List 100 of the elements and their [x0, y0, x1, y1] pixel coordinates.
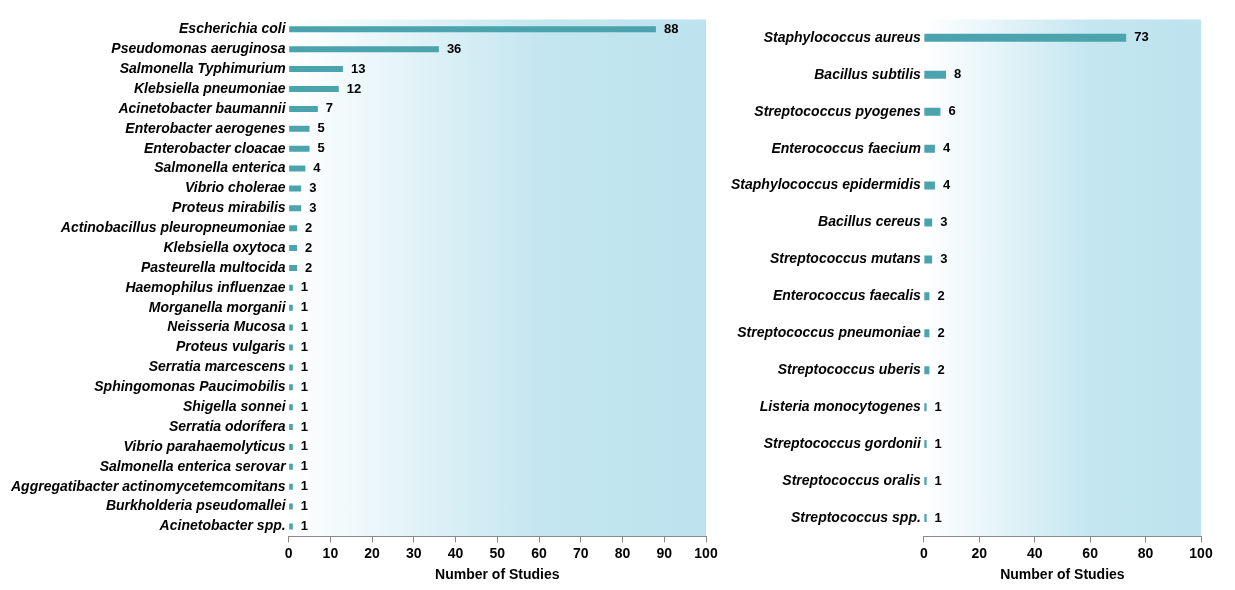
x-tick-label: 10	[322, 544, 339, 561]
y-tick-label: Pasteurella multocida	[140, 258, 286, 275]
y-tick-label: Escherichia coli	[179, 20, 287, 37]
y-tick-label: Shigella sonnei	[182, 398, 287, 415]
y-tick-label: Staphylococcus aureus	[763, 28, 922, 45]
x-tick-label: 70	[573, 544, 589, 561]
bar	[289, 523, 293, 530]
y-tick-label: Bacillus cereus	[818, 213, 922, 230]
data-label: 1	[934, 472, 942, 488]
y-tick-label: Neisseria Mucosa	[167, 318, 286, 335]
y-tick-label: Acinetobacter baumannii	[117, 99, 287, 116]
y-tick-label: Salmonella Typhimurium	[119, 59, 286, 76]
x-tick-label: 100	[694, 544, 718, 561]
data-label: 1	[934, 398, 942, 414]
bar	[289, 26, 656, 33]
data-label: 13	[350, 60, 366, 76]
bar	[924, 70, 947, 79]
bar	[289, 245, 297, 252]
data-label: 1	[300, 458, 309, 474]
bar	[924, 403, 927, 412]
y-tick-label: Streptococcus pyogenes	[754, 102, 922, 119]
y-tick-label: Sphingomonas Paucimobilis	[94, 378, 286, 395]
bar	[289, 264, 297, 271]
y-tick-label: Streptococcus oralis	[782, 471, 922, 488]
x-tick-label: 40	[447, 544, 464, 561]
x-tick-label: 20	[364, 544, 381, 561]
bar	[289, 105, 318, 112]
y-tick-label: Klebsiella oxytoca	[163, 238, 286, 255]
x-tick-label: 40	[1026, 544, 1043, 561]
x-tick-label: 30	[406, 544, 422, 561]
x-tick-label: 0	[284, 544, 293, 561]
bar	[289, 463, 293, 470]
y-tick-label: Klebsiella pneumoniae	[133, 79, 286, 96]
data-label: 88	[663, 20, 679, 36]
bar	[924, 366, 930, 375]
y-tick-label: Haemophilus influenzae	[125, 278, 286, 295]
bar	[924, 292, 930, 301]
data-label: 1	[300, 339, 309, 355]
bar	[289, 66, 343, 73]
y-tick-label: Proteus vulgaris	[175, 338, 286, 355]
bar	[289, 503, 293, 510]
y-tick-label: Aggregatibacter actinomycetemcomitans	[10, 477, 286, 494]
y-tick-label: Vibrio cholerae	[185, 179, 286, 196]
y-tick-label: Bacillus subtilis	[814, 65, 922, 82]
y-tick-label: Streptococcus mutans	[769, 250, 922, 267]
x-axis-title: Number of Studies	[1000, 566, 1125, 583]
data-label: 1	[934, 509, 942, 525]
data-label: 3	[940, 214, 948, 230]
y-tick-label: Serratia marcescens	[148, 358, 286, 375]
data-label: 1	[300, 398, 309, 414]
bar	[289, 324, 293, 331]
data-label: 1	[300, 279, 309, 295]
data-label: 7	[325, 100, 334, 116]
bar	[289, 46, 439, 53]
y-tick-label: Streptococcus gordonii	[763, 434, 922, 451]
data-label: 12	[346, 80, 362, 96]
data-label: 1	[300, 378, 309, 394]
data-label: 1	[300, 418, 309, 434]
y-tick-label: Serratia odorífera	[168, 417, 286, 434]
y-tick-label: Acinetobacter spp.	[158, 517, 286, 534]
y-tick-label: Staphylococcus epidermidis	[730, 176, 922, 193]
data-label: 2	[304, 259, 313, 275]
data-label: 2	[937, 361, 945, 377]
data-label: 4	[313, 160, 322, 176]
bar	[924, 329, 930, 338]
x-tick-label: 60	[1082, 544, 1099, 561]
x-tick-label: 80	[1137, 544, 1154, 561]
data-label: 1	[300, 358, 309, 374]
bar	[289, 86, 339, 92]
data-label: 1	[300, 498, 309, 514]
bar	[289, 284, 293, 291]
y-tick-label: Streptococcus pneumoniae	[737, 324, 922, 341]
bar	[289, 304, 293, 311]
bar	[289, 364, 293, 371]
data-label: 1	[934, 435, 942, 451]
data-label: 4	[942, 177, 951, 193]
y-tick-label: Burkholderia pseudomallei	[105, 497, 287, 514]
bar	[924, 33, 1127, 42]
x-tick-label: 20	[971, 544, 988, 561]
bar	[289, 145, 310, 152]
data-label: 4	[942, 140, 951, 156]
y-tick-label: Salmonella enterica serovar	[99, 457, 288, 474]
bar	[924, 440, 927, 449]
x-tick-label: 90	[656, 544, 673, 561]
data-label: 3	[309, 180, 317, 195]
data-label: 2	[937, 287, 945, 303]
y-tick-label: Vibrio parahaemolyticus	[123, 437, 286, 454]
bar	[924, 181, 935, 190]
y-tick-label: Pseudomonas aeruginosa	[111, 40, 286, 57]
y-tick-label: Listeria monocytogenes	[759, 398, 922, 415]
y-tick-label: Enterococcus faecium	[771, 139, 921, 156]
data-label: 1	[300, 299, 309, 315]
data-label: 3	[940, 251, 948, 267]
y-tick-label: Morganella morganii	[148, 298, 287, 315]
data-label: 3	[309, 199, 317, 215]
y-tick-label: Enterobacter aerogenes	[125, 119, 286, 136]
y-tick-label: Proteus mirabilis	[172, 199, 286, 216]
y-tick-label: Actinobacillus pleuropneumoniae	[59, 219, 286, 236]
x-tick-label: 80	[614, 544, 631, 561]
y-tick-label: Enterococcus faecalis	[772, 287, 922, 304]
